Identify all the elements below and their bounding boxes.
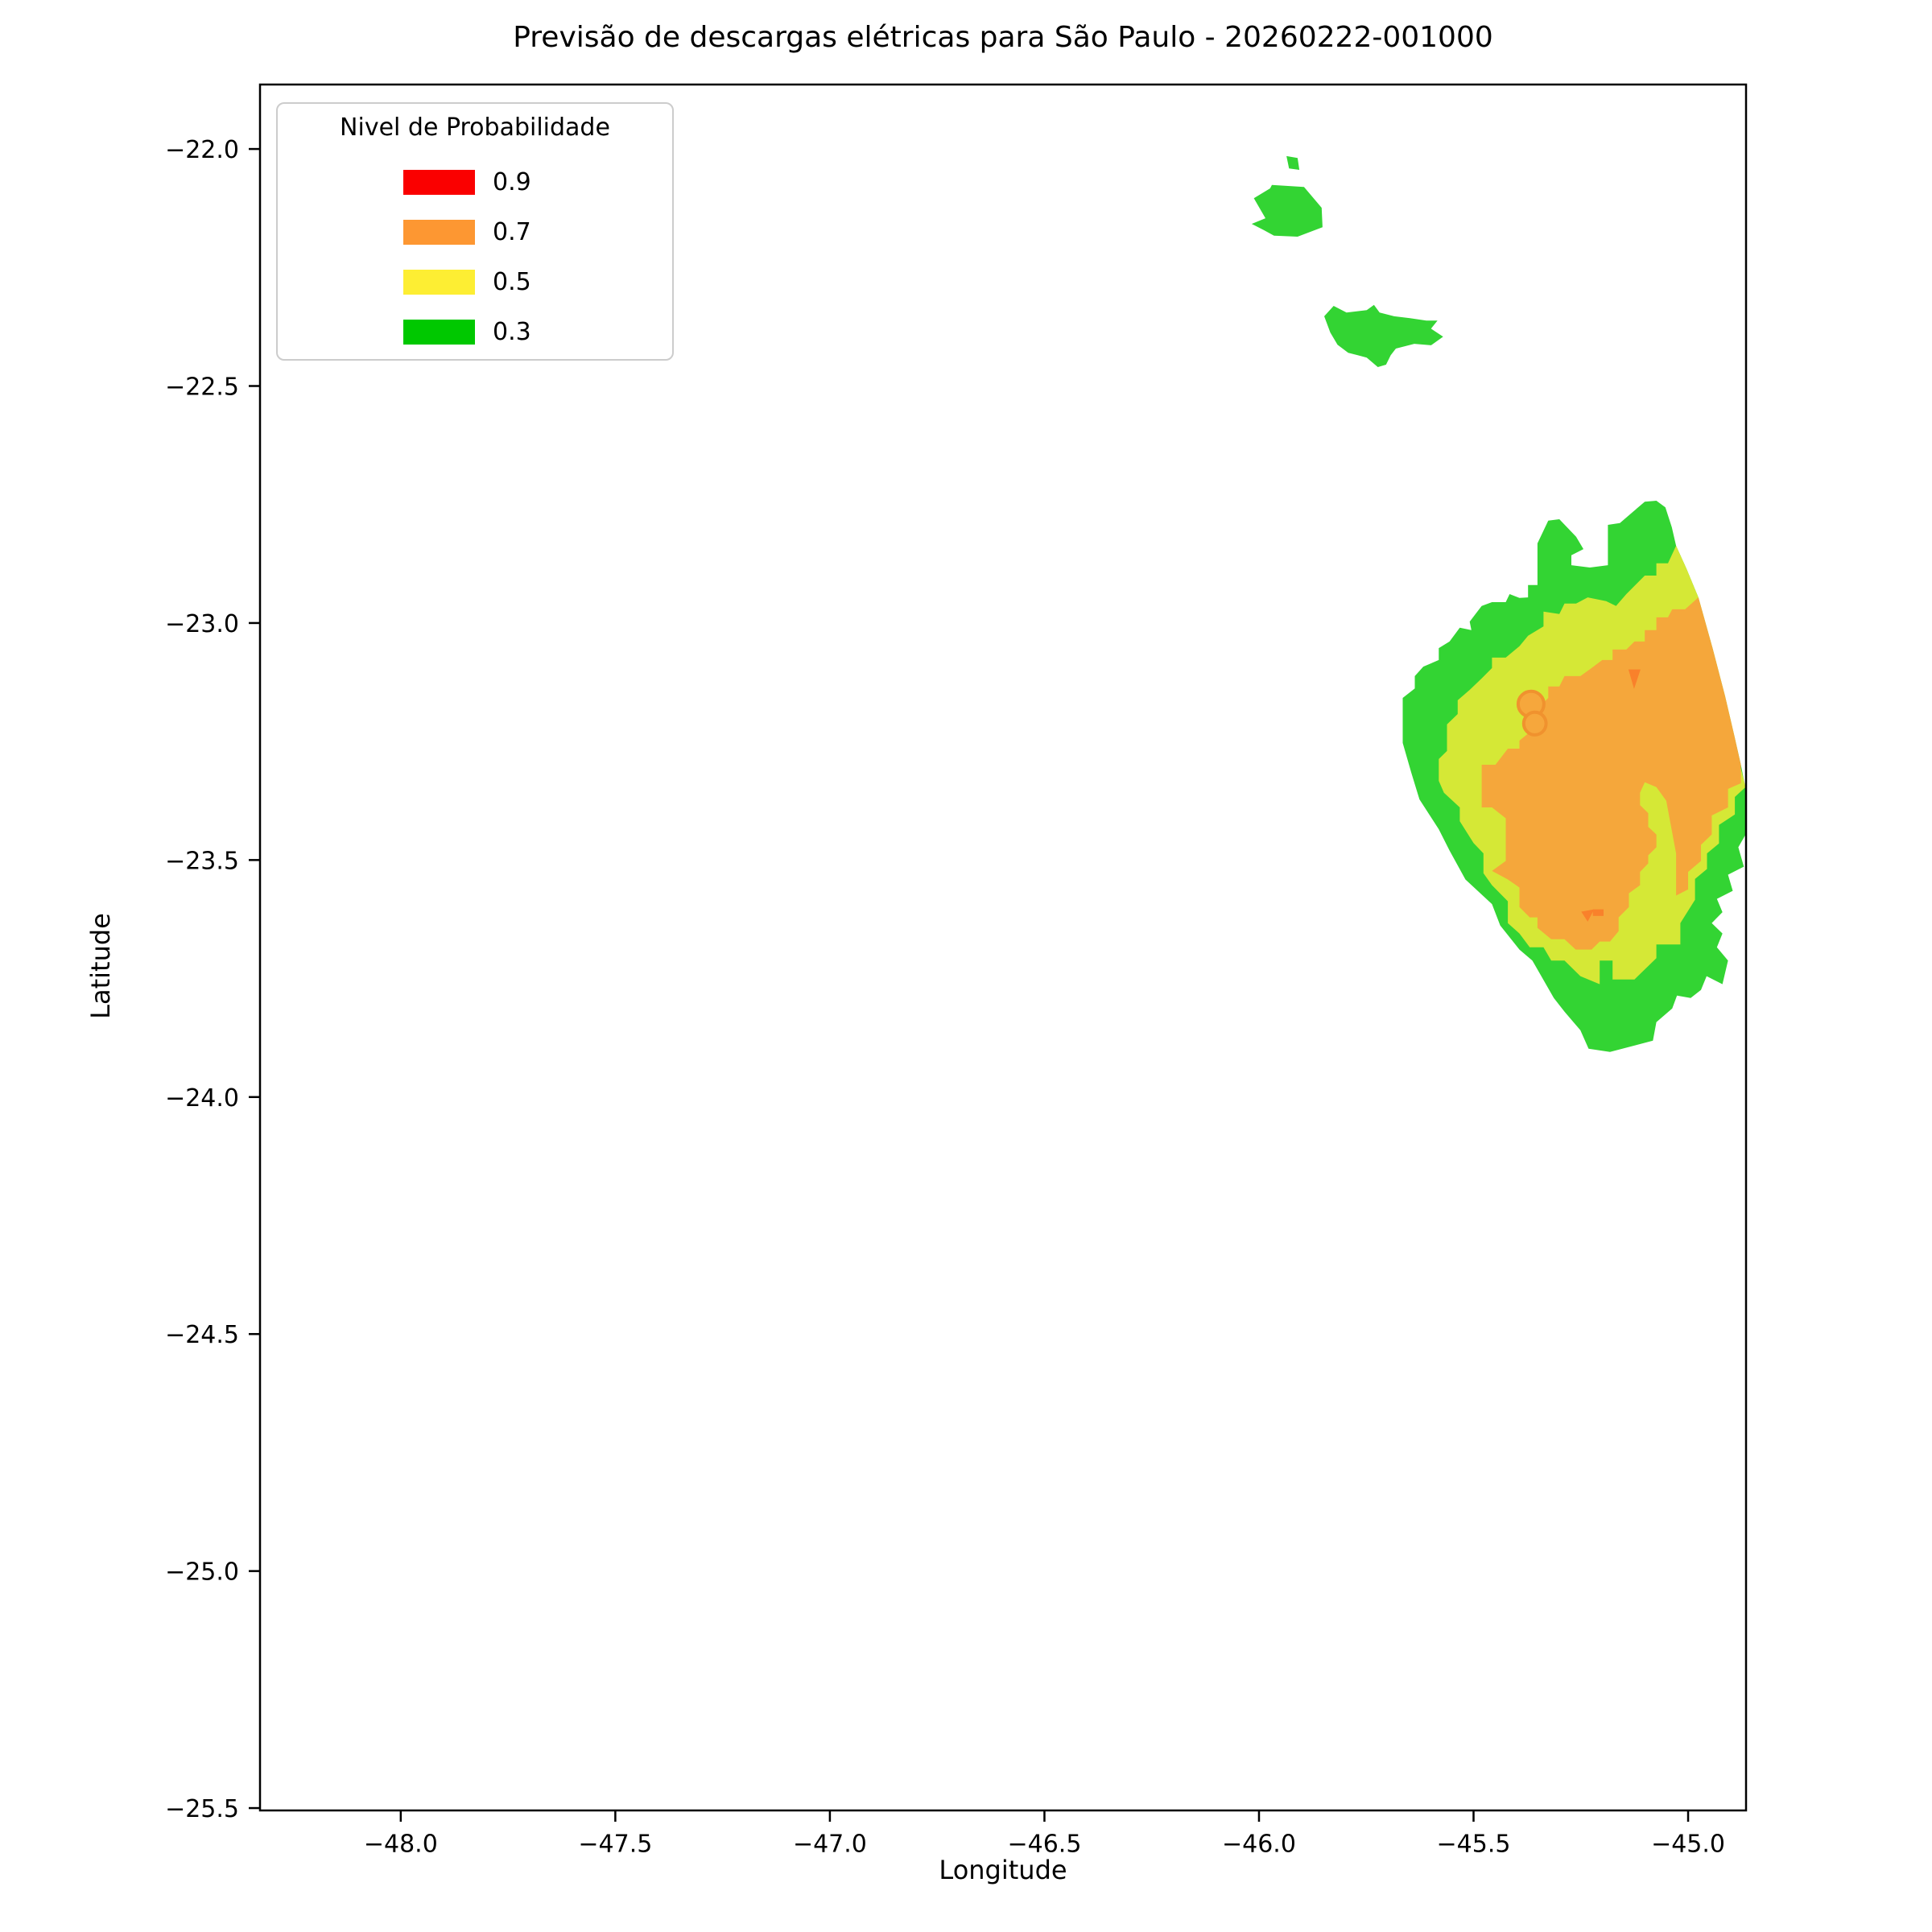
legend-item-label: 0.7: [493, 217, 531, 246]
legend-swatch-0.5: [403, 269, 475, 295]
x-tick-label: −46.5: [1007, 1831, 1081, 1859]
x-tick-label: −45.5: [1437, 1831, 1511, 1859]
x-tick-label: −47.5: [578, 1831, 652, 1859]
x-tick-label: −48.0: [364, 1831, 438, 1859]
legend-item-0.5: 0.5: [403, 267, 531, 296]
legend-item-0.3: 0.3: [403, 317, 531, 346]
legend-swatch-0.3: [403, 319, 475, 345]
y-tick-label: −25.5: [165, 1795, 239, 1823]
contour-region-hotspot-wedge-south: [1581, 909, 1595, 922]
y-axis-label: Latitude: [85, 913, 116, 1019]
y-tick-label: −23.0: [165, 610, 239, 638]
legend-item-0.7: 0.7: [403, 217, 531, 246]
plot-background: [260, 85, 1746, 1810]
y-tick-label: −25.0: [165, 1558, 239, 1587]
legend-item-0.9: 0.9: [403, 167, 531, 196]
contour-region-northeast-cell-0.3: [1324, 304, 1443, 367]
plot-frame: [258, 83, 1748, 1812]
legend-item-label: 0.5: [493, 267, 531, 296]
contour-region-hotspot-wedge-northeast: [1628, 669, 1641, 689]
x-axis-label: Longitude: [939, 1855, 1067, 1885]
chart-title: Previsão de descargas elétricas para São…: [513, 21, 1493, 54]
contour-region-hotspot-dash-south: [1592, 909, 1604, 916]
legend: Nivel de Probabilidade 0.9 0.7 0.5 0.3: [276, 102, 674, 361]
contour-region-north-speck-0.3: [1286, 155, 1300, 170]
legend-title: Nivel de Probabilidade: [340, 114, 610, 142]
y-tick-label: −24.0: [165, 1084, 239, 1113]
y-tick-label: −24.5: [165, 1321, 239, 1349]
legend-swatch-0.9: [403, 169, 475, 195]
contour-region-north-cell-0.3: [1251, 184, 1323, 237]
contour-ring-small-0.7-contour-lower: [1521, 710, 1548, 737]
legend-swatch-0.7: [403, 219, 475, 245]
x-tick-label: −46.0: [1222, 1831, 1296, 1859]
legend-item-label: 0.3: [493, 317, 531, 346]
y-tick-label: −22.0: [165, 136, 239, 164]
y-tick-label: −23.5: [165, 847, 239, 875]
x-tick-label: −45.0: [1651, 1831, 1725, 1859]
legend-item-label: 0.9: [493, 167, 531, 196]
y-tick-label: −22.5: [165, 374, 239, 402]
x-tick-label: −47.0: [793, 1831, 867, 1859]
contour-region-main-cell-0.7: [1481, 597, 1741, 950]
